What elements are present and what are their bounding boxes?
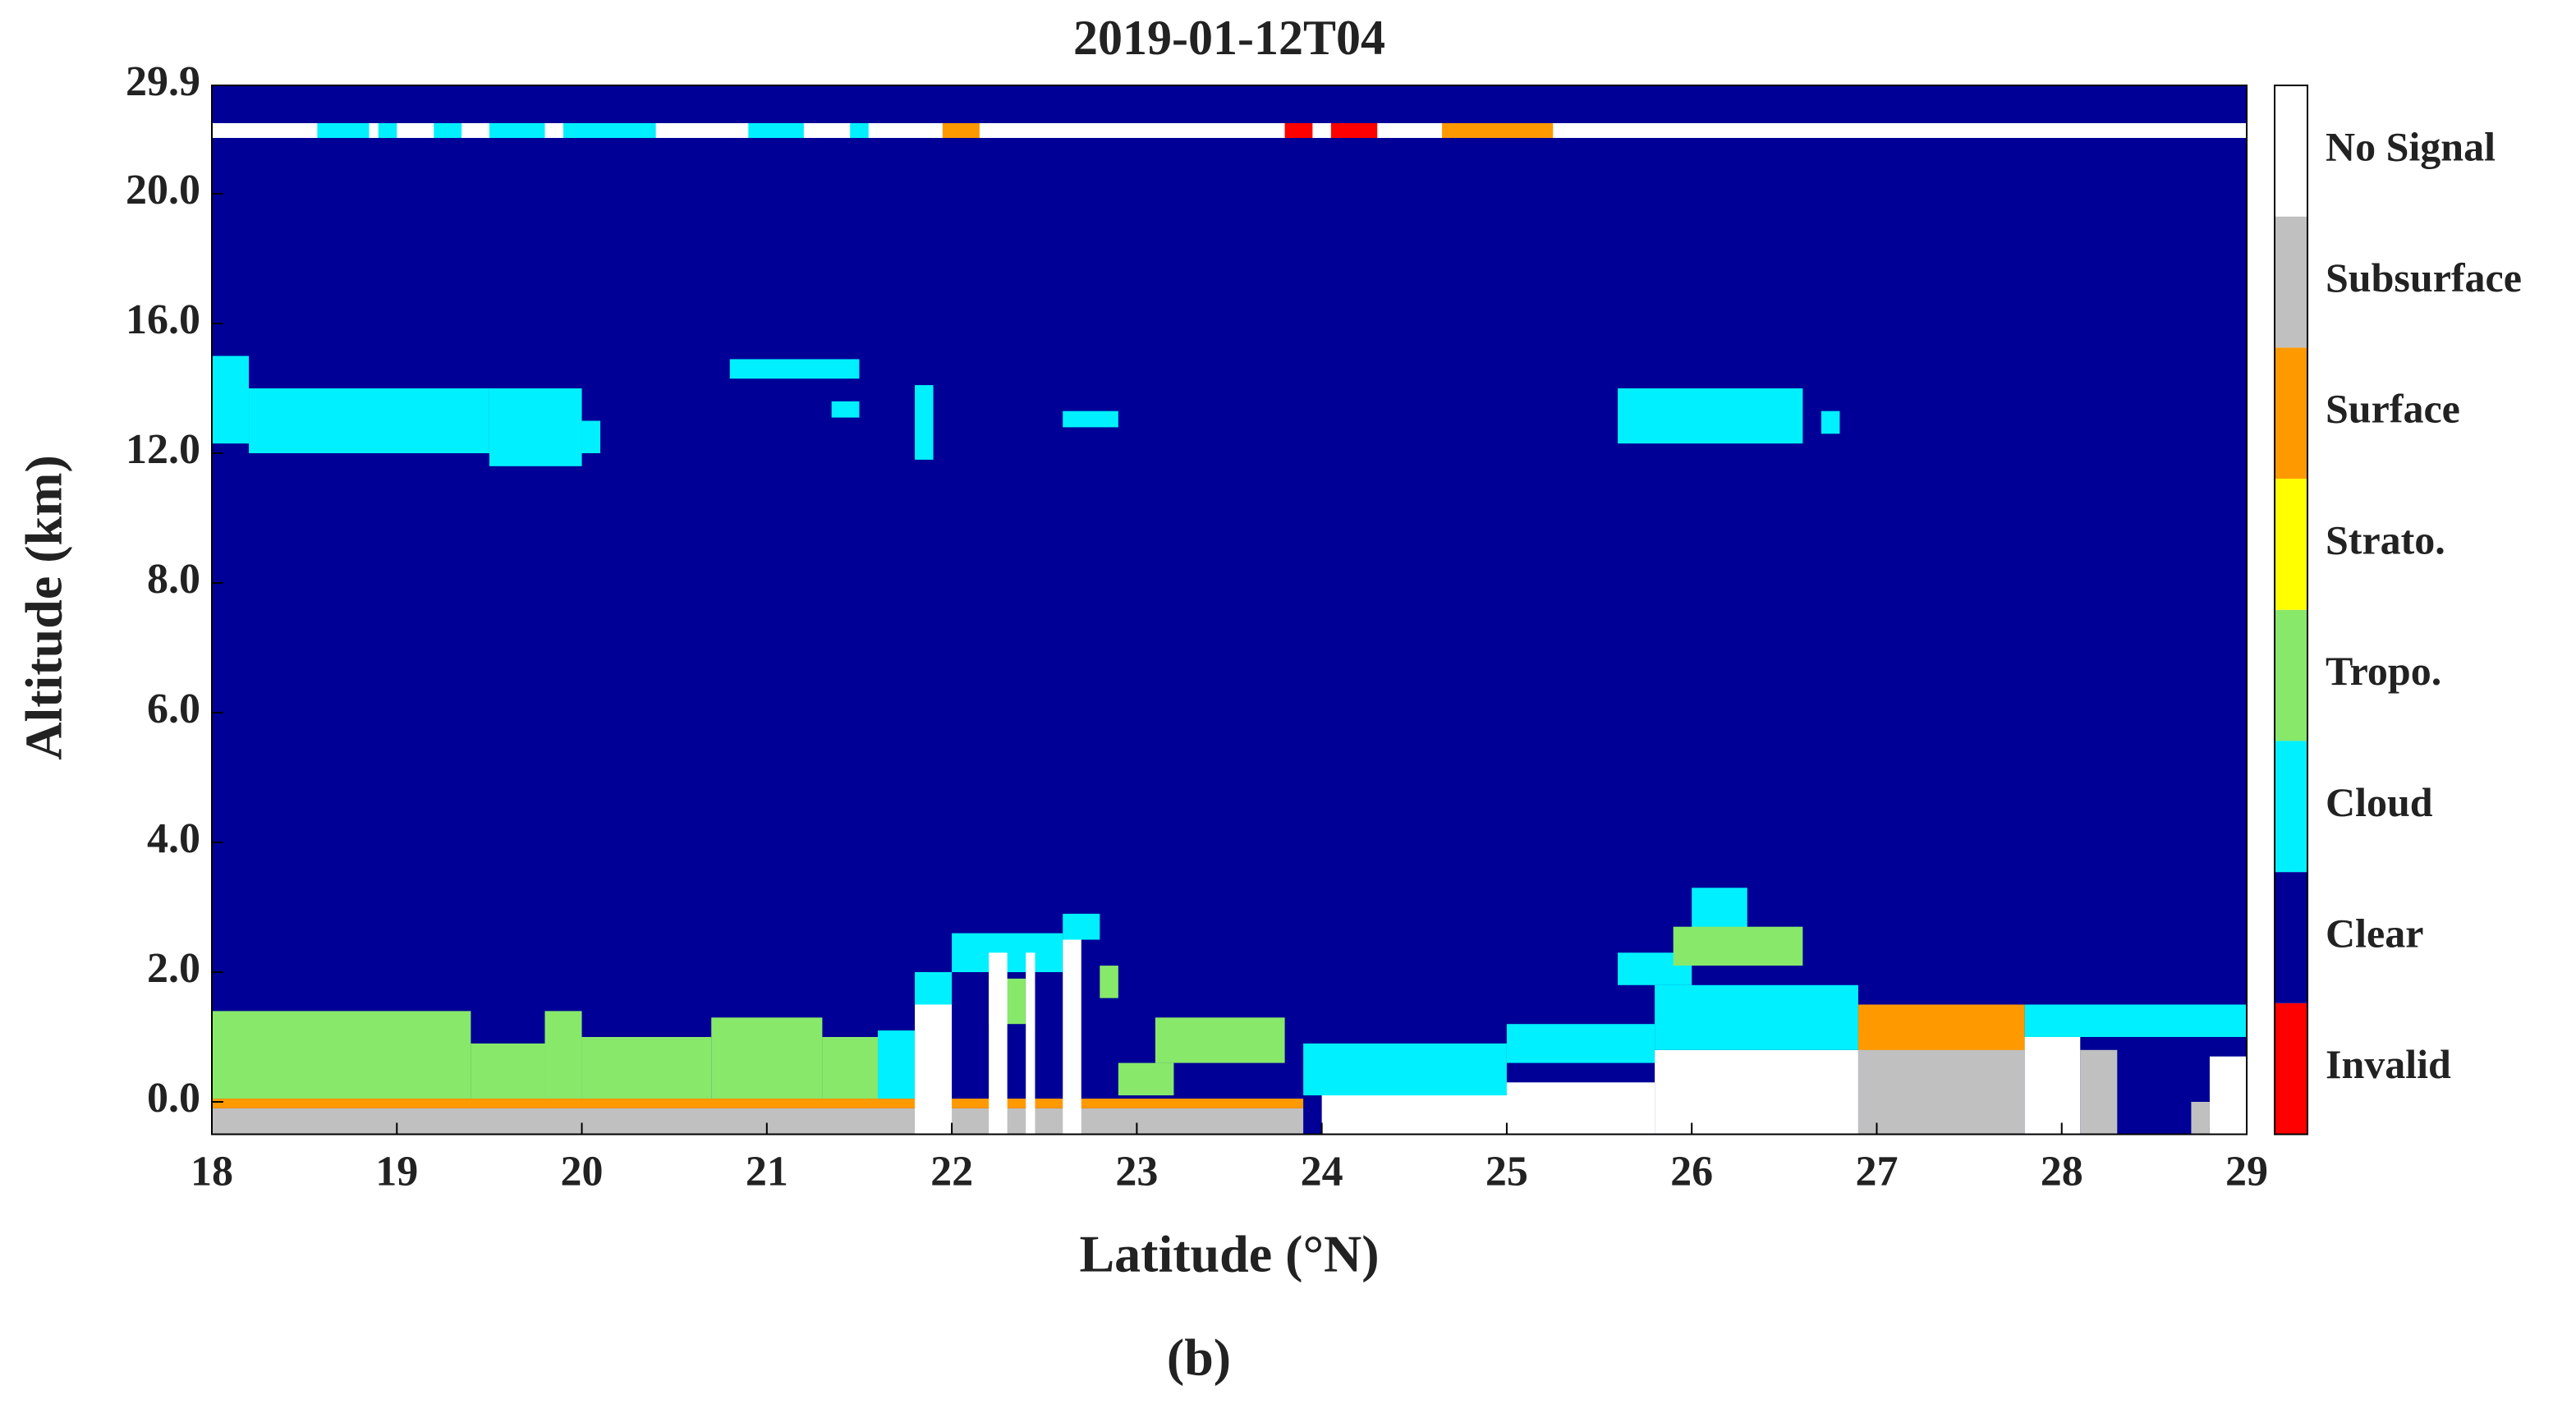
feature (989, 952, 1008, 1135)
x-tick-label: 28 (2041, 1148, 2083, 1195)
feature (1821, 411, 1840, 434)
feature (1063, 411, 1118, 428)
feature (1618, 388, 1803, 444)
feature (378, 123, 397, 138)
colorbar-swatch (2275, 479, 2307, 610)
colorbar-swatch (2275, 85, 2307, 217)
feature (850, 123, 869, 138)
feature (1284, 123, 1313, 138)
colorbar-frame (2274, 85, 2308, 1136)
colorbar-swatch (2275, 216, 2307, 348)
y-tick-label: 20.0 (126, 167, 200, 213)
caption: (b) (1167, 1328, 1231, 1387)
feature (544, 1011, 582, 1099)
feature (212, 356, 250, 444)
y-tick-label: 8.0 (147, 556, 200, 603)
feature (1506, 1024, 1655, 1063)
feature (2024, 1004, 2247, 1037)
colorbar-label: Surface (2326, 386, 2460, 432)
feature (2209, 1056, 2247, 1135)
feature (249, 388, 489, 453)
feature (1857, 1037, 2025, 1135)
y-tick-label: 0.0 (147, 1075, 200, 1122)
feature (1330, 123, 1378, 138)
feature (831, 401, 860, 418)
feature (2024, 1037, 2081, 1135)
feature (915, 1004, 953, 1135)
x-tick-label: 22 (930, 1148, 973, 1195)
x-tick-label: 27 (1855, 1148, 1898, 1195)
feature (212, 123, 2247, 138)
feature (1442, 123, 1554, 138)
feature (711, 1017, 823, 1099)
colorbar-label: No Signal (2326, 123, 2496, 169)
feature (915, 972, 953, 1005)
x-tick-label: 18 (191, 1148, 233, 1195)
colorbar-label: Cloud (2326, 779, 2433, 825)
y-tick-label: 12.0 (126, 426, 200, 473)
feature (581, 1037, 712, 1099)
y-axis-label: Altitude (km) (15, 455, 73, 760)
x-tick-label: 24 (1301, 1148, 1343, 1195)
plot-frame (211, 85, 2248, 1136)
colorbar-swatch (2275, 741, 2307, 873)
feature (915, 385, 934, 460)
x-tick-label: 20 (561, 1148, 604, 1195)
x-tick-label: 29 (2225, 1148, 2268, 1195)
feature (489, 388, 582, 466)
feature (212, 1108, 1304, 1135)
colorbar-label: Clear (2326, 910, 2423, 956)
y-tick-label: 6.0 (147, 686, 200, 732)
y-tick-label: 2.0 (147, 945, 200, 992)
feature (942, 123, 980, 138)
feature (581, 420, 601, 453)
feature (1673, 926, 1803, 966)
colorbar-swatch (2275, 1003, 2307, 1135)
feature (1655, 984, 1858, 1050)
plot-area (212, 85, 2247, 1135)
feature (317, 123, 370, 138)
feature (1303, 1043, 1507, 1096)
colorbar-swatch (2275, 347, 2307, 479)
feature (1655, 1049, 1858, 1135)
y-tick-label: 4.0 (147, 815, 200, 862)
x-axis-label: Latitude (°N) (1079, 1225, 1379, 1283)
y-tick-label: 16.0 (126, 296, 200, 343)
feature (489, 123, 545, 138)
x-tick-label: 25 (1485, 1148, 1528, 1195)
chart-title: 2019-01-12T04 (1073, 11, 1385, 65)
feature (212, 1011, 471, 1099)
colorbar-label: Strato. (2326, 516, 2445, 562)
feature (471, 1043, 545, 1099)
feature (212, 1099, 1304, 1108)
feature (1063, 939, 1081, 1135)
feature (2080, 1049, 2118, 1135)
feature (1100, 966, 1118, 998)
colorbar-swatch (2275, 872, 2307, 1003)
feature (952, 933, 1063, 972)
feature (1155, 1017, 1285, 1063)
feature (2191, 1102, 2210, 1135)
feature (748, 123, 804, 138)
feature (563, 123, 656, 138)
x-tick-label: 26 (1670, 1148, 1713, 1195)
feature (877, 1030, 916, 1099)
feature (1063, 913, 1100, 940)
background-class (212, 85, 2247, 1135)
feature (434, 123, 462, 138)
feature (822, 1037, 878, 1099)
colorbar-label: Tropo. (2326, 648, 2441, 694)
colorbar-swatch (2275, 609, 2307, 741)
colorbar-label: Subsurface (2326, 255, 2522, 301)
feature (729, 359, 860, 379)
feature (1857, 1004, 2025, 1050)
x-tick-label: 19 (375, 1148, 418, 1195)
y-tick-label: 29.9 (126, 58, 200, 105)
x-tick-label: 23 (1115, 1148, 1158, 1195)
x-tick-label: 21 (746, 1148, 788, 1195)
feature (1026, 952, 1035, 1135)
feature (1118, 1062, 1174, 1096)
colorbar-label: Invalid (2326, 1041, 2451, 1087)
